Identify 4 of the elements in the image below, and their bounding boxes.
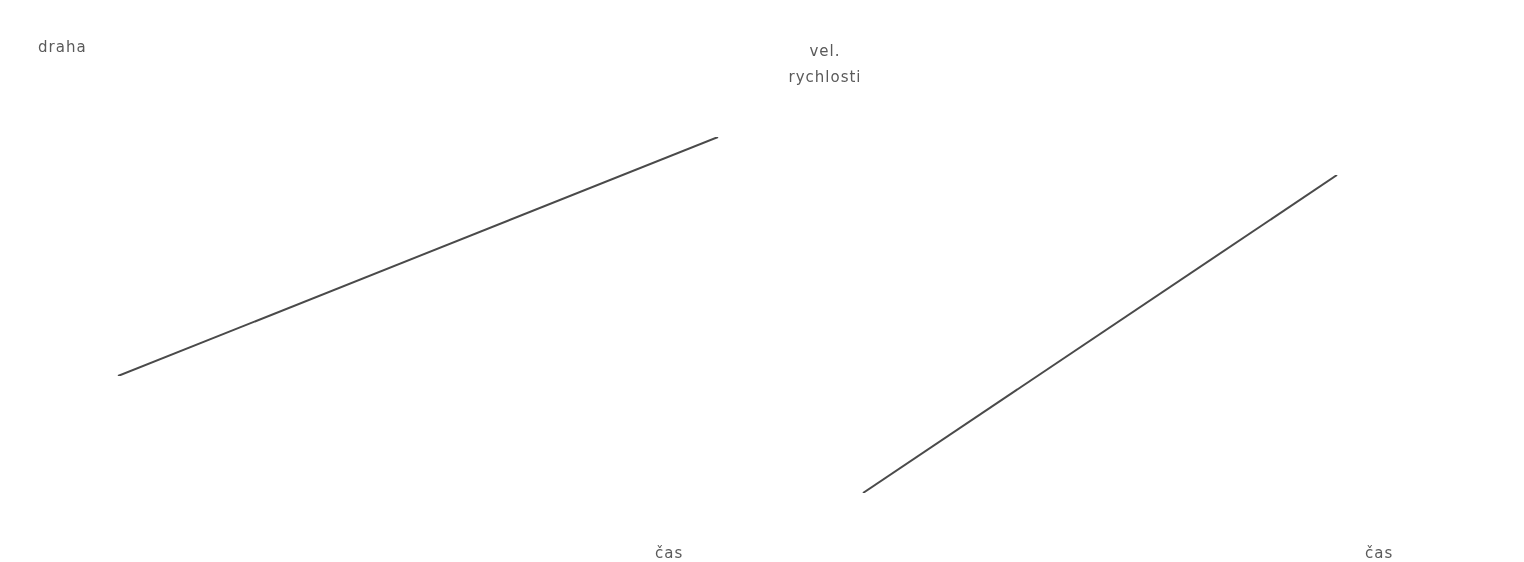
- y-axis-title: vel. rychlosti: [787, 41, 863, 88]
- x-axis-title: čas: [1365, 543, 1394, 562]
- x-axis-title: čas: [655, 543, 684, 562]
- y-axis-title: draha: [38, 37, 88, 58]
